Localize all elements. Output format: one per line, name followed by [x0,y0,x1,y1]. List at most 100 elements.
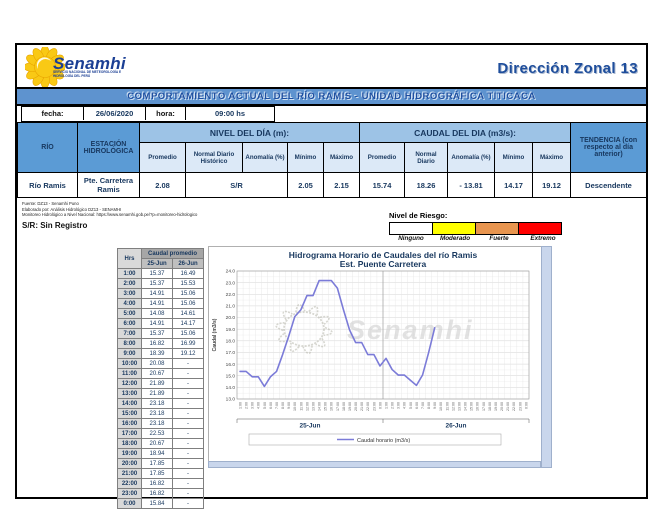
subcol-nivel-promedio: Promedio [139,142,186,173]
svg-text:3:00: 3:00 [251,402,255,409]
svg-text:9:00: 9:00 [433,402,437,409]
logo-wordmark: Senamhi [53,54,126,73]
hourly-table: Hrs Caudal promedio 25-Jun 26-Jun 1:00 15… [117,248,204,509]
value-cell: 23.18 [141,408,173,419]
value-cell: - [172,498,204,509]
col-header-rio: RÍO [17,122,78,173]
value-cell: 16.49 [172,268,204,279]
value-cell: - [172,458,204,469]
hourly-row: 15:00 23.18- [117,408,204,419]
svg-text:0:00: 0:00 [524,402,528,409]
value-cell: 14.17 [172,318,204,329]
fecha-label: fecha: [22,107,84,120]
chart-title: Hidrograma Horario de Caudales del río R… [289,250,478,260]
svg-text:13:00: 13:00 [457,402,461,411]
svg-text:23:00: 23:00 [372,402,376,411]
footnote-author: Elaborado por: Análisis Hidrológico DZ13… [22,206,122,212]
value-cell: - [172,378,204,389]
value-cell: 17.85 [141,458,173,469]
hourly-row: 22:00 16.82- [117,478,204,489]
svg-text:2:00: 2:00 [391,402,395,409]
svg-text:4:00: 4:00 [403,402,407,409]
hourly-row: 10:00 20.08- [117,358,204,369]
svg-text:1:00: 1:00 [238,402,242,409]
value-caudal-anomalia: - 13.81 [447,172,495,198]
hourly-row: 0:00 15.84- [117,498,204,509]
svg-text:10:00: 10:00 [293,402,297,411]
subcol-nivel-normal: Normal Diario Histórico [185,142,243,173]
hour-cell: 8:00 [117,338,142,349]
value-cell: 23.18 [141,398,173,409]
hourly-row: 8:00 16.82 16.99 [117,338,204,349]
value-cell: 15.37 [141,328,173,339]
subcol-caudal-maximo: Máximo [531,142,572,173]
chart-subtitle: Est. Puente Carretera [340,259,427,269]
hour-cell: 4:00 [117,298,142,309]
value-cell: 19.12 [172,348,204,359]
svg-text:8:00: 8:00 [427,402,431,409]
svg-text:23.0: 23.0 [226,280,236,286]
svg-text:19:00: 19:00 [348,402,352,411]
value-cell: 15.06 [172,328,204,339]
hourly-row: 13:00 21.89- [117,388,204,399]
hour-cell: 23:00 [117,488,142,499]
value-cell: 16.82 [141,338,173,349]
value-cell: 21.89 [141,378,173,389]
risk-label: Ninguno [398,235,424,242]
day-label-25jun: 25-Jun [300,423,321,430]
hourly-row: 16:00 23.18- [117,418,204,429]
hour-cell: 15:00 [117,408,142,419]
hour-cell: 12:00 [117,378,142,389]
hourly-row: 21:00 17.85- [117,468,204,479]
svg-text:8:00: 8:00 [281,402,285,409]
footnote-source: Fuente: DZ13 - Senamhi Puno [22,201,79,206]
value-nivel-minimo: 2.05 [287,172,324,198]
hourly-row: 17:00 22.53- [117,428,204,439]
chart-side-panel [541,246,552,468]
document-frame: Senamhi SERVICIO NACIONAL DE METEOROLOGÍ… [15,43,648,509]
risk-level-labels: Ninguno Moderado Fuerte Extremo [389,235,569,242]
summary-table: RÍO ESTACIÓN HIDROLÓGICA NIVEL DEL DÍA (… [17,122,648,198]
senamhi-watermark: Senamhi [275,303,472,355]
hour-cell: 3:00 [117,288,142,299]
value-estacion: Pte. Carretera Ramis [77,172,140,198]
value-cell: - [172,358,204,369]
svg-text:15:00: 15:00 [470,402,474,411]
svg-text:22:00: 22:00 [512,402,516,411]
svg-text:14:00: 14:00 [318,402,322,411]
hour-cell: 18:00 [117,438,142,449]
svg-text:23:00: 23:00 [518,402,522,411]
svg-text:22:00: 22:00 [366,402,370,411]
svg-text:17:00: 17:00 [482,402,486,411]
hourly-row: 4:00 14.91 15.06 [117,298,204,309]
value-cell: - [172,438,204,449]
hour-cell: 5:00 [117,308,142,319]
subcol-nivel-maximo: Máximo [323,142,360,173]
day-label-26jun: 26-Jun [446,423,467,430]
caudal-line [239,279,436,388]
risk-box [432,222,476,235]
svg-text:5:00: 5:00 [263,402,267,409]
value-cell: 16.99 [172,338,204,349]
value-nivel-promedio: 2.08 [139,172,186,198]
hourly-row: 7:00 15.37 15.06 [117,328,204,339]
hourly-row: 12:00 21.89- [117,378,204,389]
svg-text:12:00: 12:00 [305,402,309,411]
hour-cell: 9:00 [117,348,142,359]
value-cell: 15.84 [141,498,173,509]
value-cell: - [172,478,204,489]
subcol-nivel-anomalia: Anomalía (%) [242,142,288,173]
hourly-row: 14:00 23.18- [117,398,204,409]
value-cell: - [172,398,204,409]
value-cell: 20.67 [141,368,173,379]
value-cell: - [172,408,204,419]
svg-text:20:00: 20:00 [500,402,504,411]
hour-cell: 17:00 [117,428,142,439]
svg-text:13.0: 13.0 [226,397,236,403]
value-cell: 15.37 [141,268,173,279]
value-cell: 14.91 [141,298,173,309]
hour-cell: 2:00 [117,278,142,289]
hourly-row: 11:00 20.67- [117,368,204,379]
hourly-col-day2: 26-Jun [172,258,204,269]
